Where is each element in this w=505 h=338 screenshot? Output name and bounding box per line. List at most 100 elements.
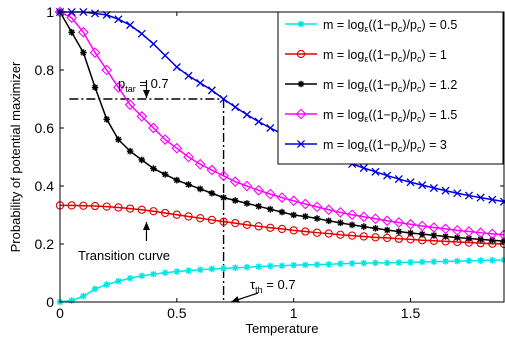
- asterisk-marker: [430, 232, 438, 239]
- asterisk-marker: [278, 208, 286, 216]
- asterisk-marker: [91, 84, 99, 91]
- cross-marker: [149, 39, 158, 48]
- y-tick-label: 0.6: [35, 120, 55, 136]
- circle-marker: [289, 226, 298, 235]
- circle-marker: [161, 208, 170, 218]
- star-marker: [220, 265, 227, 272]
- asterisk-marker: [208, 189, 216, 197]
- x-tick-label: 1: [290, 305, 298, 321]
- star-marker: [80, 292, 87, 300]
- diamond-marker: [218, 170, 229, 182]
- star-marker: [442, 258, 449, 265]
- asterisk-marker: [418, 230, 426, 238]
- asterisk-marker: [220, 194, 227, 201]
- x-tick-label: 0: [56, 305, 64, 321]
- x-axis-title: Temperature: [246, 321, 319, 336]
- diamond-marker: [101, 64, 113, 76]
- star-marker: [290, 261, 297, 269]
- star-marker: [255, 263, 262, 270]
- asterisk-marker: [372, 225, 379, 232]
- star-marker: [103, 281, 111, 288]
- star-marker: [383, 259, 391, 267]
- cross-marker: [488, 195, 497, 204]
- cross-marker: [161, 51, 170, 60]
- transition-curve-arrow-head: [142, 222, 150, 230]
- diamond-marker: [77, 26, 89, 38]
- legend-label: m = logε((1−pc)/pc) = 1: [323, 48, 447, 64]
- cross-marker: [207, 86, 216, 95]
- star-marker: [325, 261, 333, 268]
- diamond-marker: [113, 82, 124, 93]
- star-marker: [68, 297, 75, 304]
- annotation-p-tar: ptar = 0.7: [118, 76, 169, 94]
- asterisk-marker: [185, 181, 192, 188]
- diamond-marker: [171, 142, 183, 154]
- circle-marker: [125, 204, 135, 213]
- diamond-marker: [370, 213, 381, 225]
- asterisk-marker: [255, 203, 262, 210]
- cross-marker: [219, 94, 228, 104]
- star-marker: [150, 270, 157, 278]
- cross-marker: [394, 174, 403, 184]
- asterisk-marker: [360, 223, 368, 230]
- circle-marker: [242, 220, 252, 230]
- legend-items: m = logε((1−pc)/pc) = 0.5 m = logε((1−pc)…: [285, 18, 457, 154]
- circle-marker: [79, 201, 88, 210]
- diamond-marker: [393, 217, 405, 228]
- star-marker: [173, 268, 181, 275]
- circle-marker: [114, 203, 123, 212]
- legend: m = logε((1−pc)/pc) = 0.5 m = logε((1−pc)…: [277, 11, 504, 165]
- circle-marker: [172, 210, 181, 219]
- axes-group: 0 0.5 1 1.5 0 0.2 0.4 0.6 0.8 1: [35, 4, 504, 321]
- asterisk-marker: [103, 116, 111, 123]
- circle-marker: [359, 232, 368, 241]
- cross-marker: [242, 110, 252, 119]
- diamond-marker: [428, 222, 440, 233]
- circle-marker: [394, 234, 403, 243]
- y-tick-label: 0: [46, 294, 54, 310]
- tau-arrow-head: [231, 296, 240, 303]
- asterisk-marker: [453, 234, 461, 241]
- star-marker: [297, 20, 305, 28]
- circle-marker: [149, 207, 158, 216]
- cross-marker: [231, 103, 240, 112]
- star-marker: [360, 259, 368, 267]
- annotation-lines: [69, 98, 225, 302]
- diamond-marker: [136, 111, 148, 122]
- diamond-marker: [358, 211, 370, 223]
- star-marker: [418, 258, 426, 266]
- cross-marker: [254, 117, 263, 126]
- circle-marker: [254, 222, 263, 231]
- diamond-marker: [241, 180, 253, 192]
- diamond-marker: [346, 209, 358, 221]
- annotation-tau-label: τth = 0.7: [250, 277, 296, 295]
- annotation-tau: τth = 0.7: [250, 277, 296, 295]
- asterisk-marker: [290, 211, 297, 219]
- star-marker: [231, 264, 239, 272]
- diamond-marker: [295, 108, 307, 120]
- star-marker: [430, 258, 438, 265]
- diamond-marker: [323, 204, 335, 216]
- diamond-marker: [253, 184, 265, 196]
- star-marker: [208, 265, 216, 273]
- y-axis-title: Probability of potential maximizer: [8, 61, 23, 252]
- cross-marker: [453, 189, 462, 198]
- circle-marker: [277, 224, 287, 234]
- cross-marker: [359, 163, 368, 173]
- star-marker: [337, 260, 344, 268]
- cross-marker: [114, 15, 123, 24]
- asterisk-marker: [115, 136, 122, 143]
- star-marker: [465, 257, 473, 265]
- star-marker: [477, 257, 484, 264]
- diamond-marker: [288, 195, 300, 207]
- series: [56, 8, 505, 245]
- series-group: [54, 6, 505, 306]
- circle-marker: [383, 233, 392, 243]
- annotation-arrows: [142, 80, 259, 303]
- cross-marker: [418, 181, 427, 190]
- circle-marker: [67, 201, 76, 210]
- circle-marker: [102, 202, 111, 211]
- cross-marker: [126, 20, 135, 30]
- asterisk-marker: [489, 236, 496, 244]
